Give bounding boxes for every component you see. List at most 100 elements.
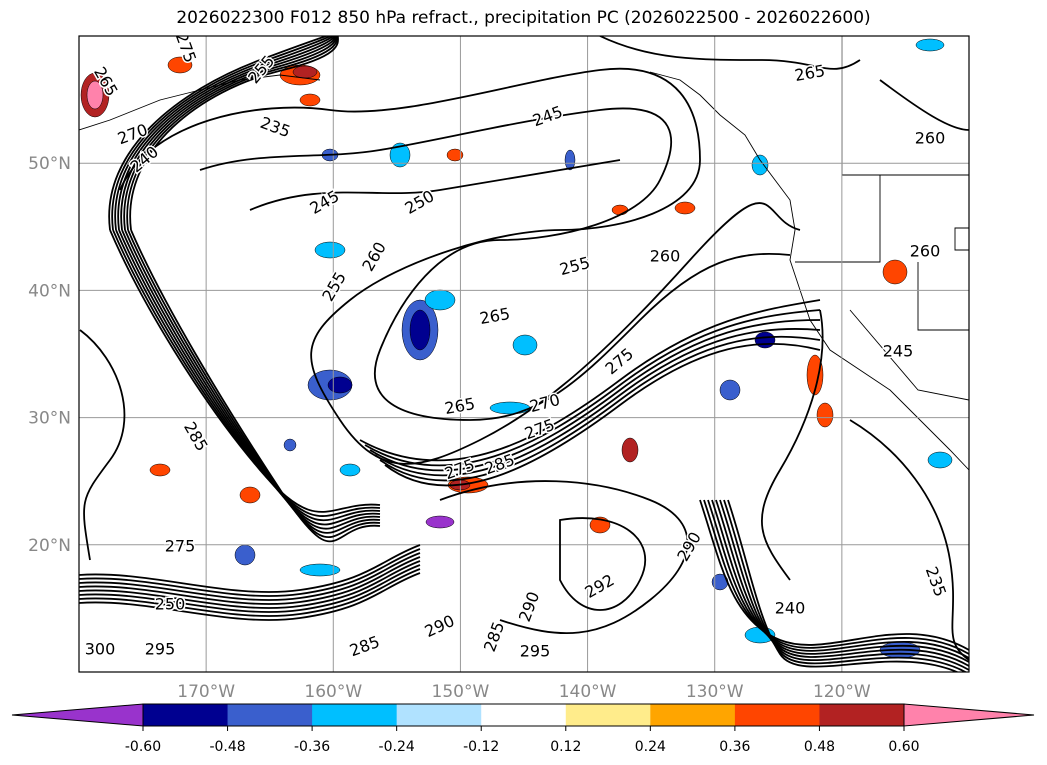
contour-line bbox=[129, 36, 339, 231]
contour-line bbox=[359, 299, 821, 462]
precip-area bbox=[327, 376, 353, 394]
lon-label: 160°W bbox=[304, 682, 362, 702]
colorbar-tick-label: -0.36 bbox=[294, 739, 330, 755]
contour-label: 260 bbox=[650, 247, 681, 266]
contour-label: 275 bbox=[602, 344, 638, 378]
colorbar-bin bbox=[481, 704, 567, 726]
contour-label: 292 bbox=[582, 570, 618, 602]
colorbar-tick-label: -0.12 bbox=[463, 739, 499, 755]
contour-line bbox=[108, 36, 330, 231]
contour-line bbox=[703, 499, 969, 655]
contour-label: 255 bbox=[318, 269, 350, 305]
precip-area bbox=[754, 331, 776, 349]
contour-label: 240 bbox=[775, 599, 806, 618]
colorbar-bin bbox=[819, 704, 905, 726]
precip-area bbox=[927, 451, 953, 469]
contour-label: 245 bbox=[307, 186, 343, 218]
chart-title: 2026022300 F012 850 hPa refract., precip… bbox=[176, 8, 871, 28]
contour-line bbox=[111, 36, 333, 231]
contour-line bbox=[879, 79, 969, 131]
precip-area bbox=[564, 149, 576, 171]
contour-line bbox=[711, 499, 969, 663]
lat-label: 40°N bbox=[28, 281, 71, 301]
contour-label: 255 bbox=[558, 253, 592, 279]
colorbar-tick-label: -0.60 bbox=[125, 739, 161, 755]
precip-area bbox=[409, 309, 431, 351]
contour-line bbox=[79, 556, 421, 605]
colorbar-tick-label: -0.24 bbox=[379, 739, 415, 755]
lon-label: 140°W bbox=[559, 682, 617, 702]
contour-line bbox=[79, 560, 421, 609]
coastline bbox=[917, 262, 969, 331]
precip-area bbox=[283, 438, 297, 452]
contour-line bbox=[115, 229, 381, 522]
contour-line bbox=[79, 548, 421, 597]
contour-line bbox=[364, 309, 821, 467]
contour-label: 265 bbox=[443, 394, 476, 418]
coastline bbox=[954, 227, 969, 251]
contour-label: 245 bbox=[530, 102, 565, 130]
precip-area bbox=[292, 65, 318, 79]
contour-line bbox=[439, 480, 689, 634]
precip-area bbox=[314, 241, 346, 259]
lon-label: 170°W bbox=[177, 682, 235, 702]
refractivity-contours bbox=[79, 36, 969, 672]
precip-area bbox=[389, 142, 411, 168]
contour-line bbox=[199, 107, 791, 421]
contour-line bbox=[79, 568, 421, 617]
coastline bbox=[649, 71, 969, 471]
colorbar-tick-label: 0.48 bbox=[804, 739, 835, 755]
precip-area bbox=[86, 80, 104, 110]
precip-area bbox=[751, 154, 769, 176]
colorbar-extend-min bbox=[11, 703, 144, 727]
contour-line bbox=[369, 319, 821, 472]
precip-area bbox=[719, 379, 741, 401]
contour-label: 265 bbox=[478, 304, 511, 328]
lon-label: 150°W bbox=[432, 682, 490, 702]
colorbar-bin bbox=[565, 704, 651, 726]
precip-area bbox=[621, 437, 639, 463]
colorbar-tick-label: -0.48 bbox=[209, 739, 245, 755]
precip-area bbox=[299, 563, 341, 577]
colorbar-extend-max bbox=[903, 703, 1035, 727]
contour-line bbox=[727, 499, 959, 672]
colorbar-bin bbox=[143, 704, 229, 726]
contour-line bbox=[849, 419, 969, 661]
contour-label: 285 bbox=[180, 419, 212, 455]
contour-line bbox=[699, 499, 969, 651]
lat-label: 30°N bbox=[28, 409, 71, 429]
contour-line bbox=[599, 36, 861, 70]
contour-label: 300 bbox=[85, 640, 116, 659]
contour-line bbox=[119, 67, 801, 465]
colorbar-bin bbox=[227, 704, 313, 726]
precip-area bbox=[339, 463, 361, 477]
precip-area bbox=[299, 93, 321, 107]
contour-label: 295 bbox=[520, 642, 551, 661]
contour-line bbox=[719, 499, 969, 671]
contour-label: 295 bbox=[145, 640, 176, 659]
precip-area bbox=[512, 334, 538, 356]
colorbar-tick-label: 0.24 bbox=[635, 739, 666, 755]
contour-line bbox=[707, 499, 969, 659]
precip-area bbox=[806, 354, 824, 396]
contour-line bbox=[559, 517, 647, 611]
colorbar-tick-label: 0.12 bbox=[550, 739, 581, 755]
contour-line bbox=[760, 309, 824, 581]
precip-area bbox=[816, 402, 834, 428]
contour-label: 235 bbox=[922, 564, 950, 599]
longitude-labels: 170°W 160°W 150°W 140°W 130°W 120°W bbox=[177, 682, 871, 702]
contour-line bbox=[374, 327, 821, 477]
precip-area bbox=[239, 486, 261, 504]
contour-label: 265 bbox=[793, 61, 826, 85]
precip-area bbox=[425, 515, 455, 529]
contour-label: 250 bbox=[155, 595, 186, 614]
map-frame bbox=[78, 35, 970, 673]
colorbar-bin bbox=[396, 704, 482, 726]
precip-area bbox=[149, 463, 171, 477]
colorbar-bin bbox=[312, 704, 398, 726]
contour-line bbox=[249, 159, 621, 211]
contour-line bbox=[124, 229, 381, 534]
contour-line bbox=[79, 564, 421, 613]
contour-label: 285 bbox=[482, 450, 517, 478]
colorbar-tick-label: 0.36 bbox=[719, 739, 750, 755]
